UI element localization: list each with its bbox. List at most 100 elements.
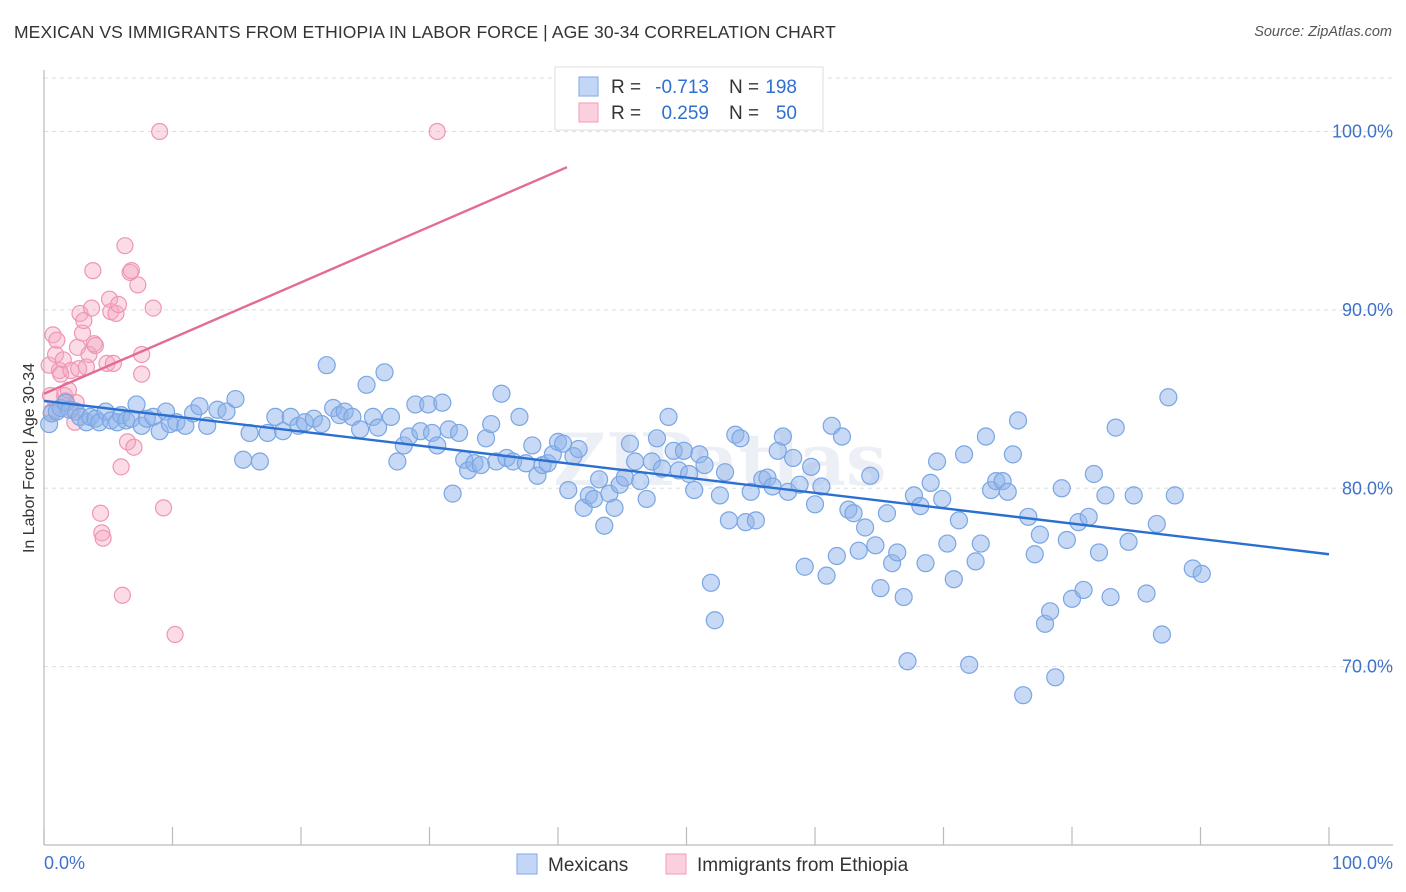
axes [43,70,1393,846]
y-axis-title: In Labor Force | Age 30-34 [21,363,38,553]
y-tick-label: 80.0% [1342,478,1393,498]
legend-n-label-1: N = [729,77,759,98]
data-point [1147,514,1166,534]
data-point [647,429,667,448]
data-point [731,429,750,448]
data-point [1119,532,1138,551]
data-point [351,420,370,439]
legend-r-value-2: 0.259 [661,103,709,124]
data-point [190,397,209,416]
data-point [773,427,792,446]
legend-swatch-ethiopia [578,102,599,123]
data-point [998,482,1017,501]
data-point [569,439,588,459]
data-point [746,511,765,530]
ethiopia-points [40,122,446,644]
x-tick-label-min: 0.0% [44,853,85,873]
x-tick-label-max: 100.0% [1332,853,1393,873]
data-point [1089,543,1109,562]
data-point [631,472,650,491]
data-point [674,441,694,460]
y-tick-label: 90.0% [1342,300,1393,320]
data-point [449,423,469,443]
data-point [112,458,130,476]
data-point [1192,564,1211,583]
data-point [94,529,112,547]
data-point [637,489,656,509]
data-point [1030,525,1049,544]
data-point [109,295,128,314]
data-point [590,470,609,489]
data-point [927,452,947,471]
data-point [960,655,979,674]
data-point [122,262,140,280]
data-point [82,299,101,317]
data-point [802,457,821,476]
data-point [116,237,134,255]
data-point [73,324,92,342]
data-point [1106,418,1125,437]
data-point [898,652,917,671]
data-point [695,455,714,475]
data-point [1165,486,1184,505]
legend-r-label-1: R = [611,77,641,98]
data-point [625,452,645,471]
data-point [492,384,511,403]
data-point [523,436,542,455]
data-point [844,504,863,523]
data-point [133,365,151,383]
data-point [966,552,985,571]
data-point [1137,584,1156,603]
data-point [784,448,803,468]
data-point [741,482,760,501]
stats-legend: R = -0.713 N = 198 R = 0.259 N = 50 [554,66,824,131]
bottom-legend: Mexicans Immigrants from Ethiopia [516,853,909,876]
data-point [144,299,162,317]
data-point [832,427,852,446]
data-point [154,499,173,517]
data-point [679,464,699,484]
data-point [1025,545,1044,564]
data-point [1124,486,1143,505]
data-point [250,452,269,471]
data-point [861,466,880,485]
data-point [795,557,814,576]
y-tick-label: 100.0% [1332,122,1393,142]
data-point [1014,686,1033,705]
data-point [710,486,730,505]
data-point [1084,464,1103,484]
data-point [849,541,868,560]
legend-n-label-2: N = [729,103,759,124]
data-point [817,566,836,585]
data-point [433,393,452,412]
data-point [428,122,446,141]
data-point [976,427,996,446]
data-point [151,122,169,141]
data-point [1057,530,1076,550]
data-point [1074,580,1093,600]
data-point [933,489,952,509]
data-point [715,463,735,482]
data-point [790,475,809,494]
data-point [428,436,447,455]
data-point [1003,445,1022,464]
data-point [166,625,184,644]
data-point [388,452,407,471]
data-point [129,276,147,294]
bottom-legend-swatch-mexicans [516,853,538,875]
data-point [369,418,388,437]
data-point [1152,625,1172,644]
data-point [877,504,897,523]
data-point [1096,486,1115,505]
data-point [595,516,614,535]
data-point [234,450,253,469]
data-point [113,586,131,604]
data-point [812,477,831,496]
source-label: Source: ZipAtlas.com [1254,24,1392,40]
data-point [1052,479,1071,498]
data-point [471,455,490,475]
data-point [971,534,990,553]
legend-n-value-2: 50 [776,103,797,124]
data-point [866,536,885,555]
